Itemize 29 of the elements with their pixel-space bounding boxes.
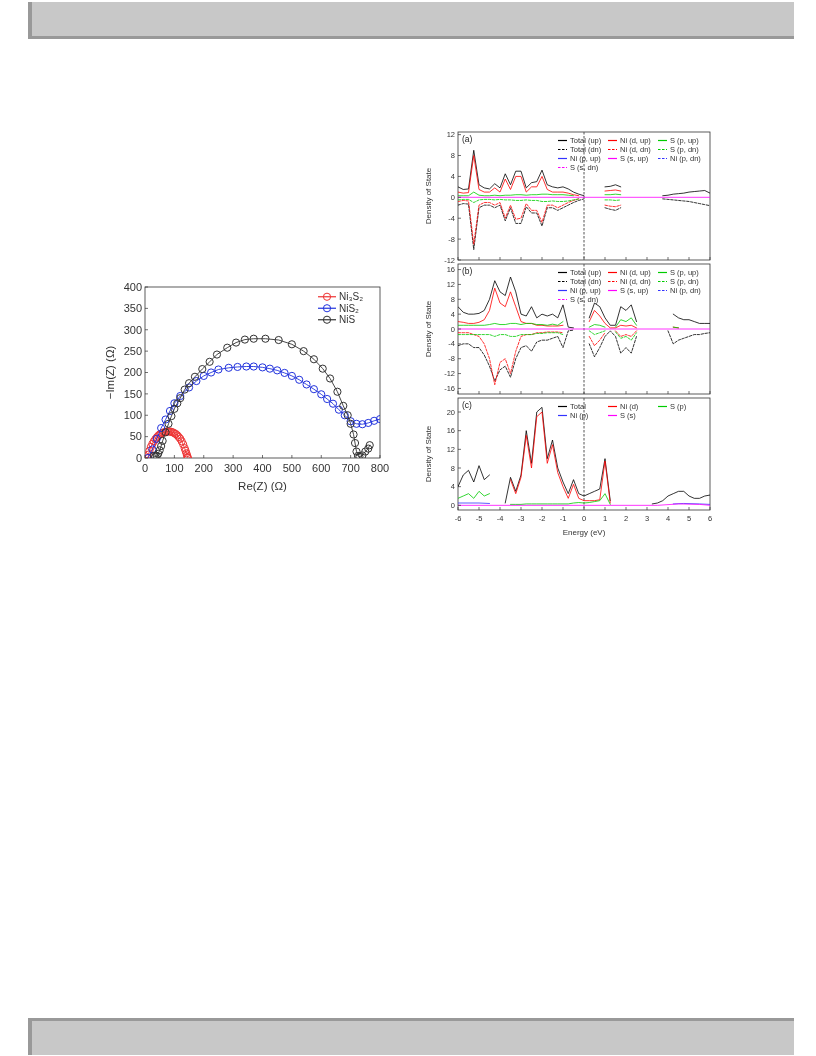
y-axis-title: Density of State xyxy=(423,425,433,483)
y-tick-label: 350 xyxy=(123,302,142,315)
x-tick-label: 100 xyxy=(165,462,184,474)
y-tick-label: 0 xyxy=(135,451,142,464)
y-tick-label: 100 xyxy=(123,409,142,422)
x-tick-label: 400 xyxy=(253,462,272,474)
y-tick-label: 200 xyxy=(123,366,142,379)
x-tick-label: 600 xyxy=(312,462,331,474)
x-tick-label: 800 xyxy=(370,462,390,474)
x-axis-title: Re(Z) (Ω) xyxy=(238,480,288,492)
legend-label: NiS₂ xyxy=(339,302,360,314)
x-tick-label: 700 xyxy=(341,462,360,474)
y-axis-title: Density of State xyxy=(423,167,433,225)
y-axis-title: Density of State xyxy=(423,300,433,358)
x-tick-label: 200 xyxy=(194,462,213,474)
x-tick-label: 300 xyxy=(223,462,243,474)
y-tick-label: 150 xyxy=(123,387,142,400)
legend-label: Ni₃S₂ xyxy=(339,291,364,303)
x-axis-title: Energy (eV) xyxy=(562,528,606,537)
chart-title: (b) xyxy=(462,265,473,276)
y-tick-label: 400 xyxy=(123,280,142,293)
legend-label: NiS xyxy=(339,314,356,326)
chart-title: (a) xyxy=(462,133,473,144)
chart-title: (c) xyxy=(462,399,473,410)
x-tick-label: 500 xyxy=(282,462,302,474)
y-tick-label: 50 xyxy=(129,430,142,443)
y-tick-label: 250 xyxy=(123,344,142,357)
y-tick-label: 300 xyxy=(123,323,142,336)
y-axis-title: −Im(Z) (Ω) xyxy=(104,345,116,400)
